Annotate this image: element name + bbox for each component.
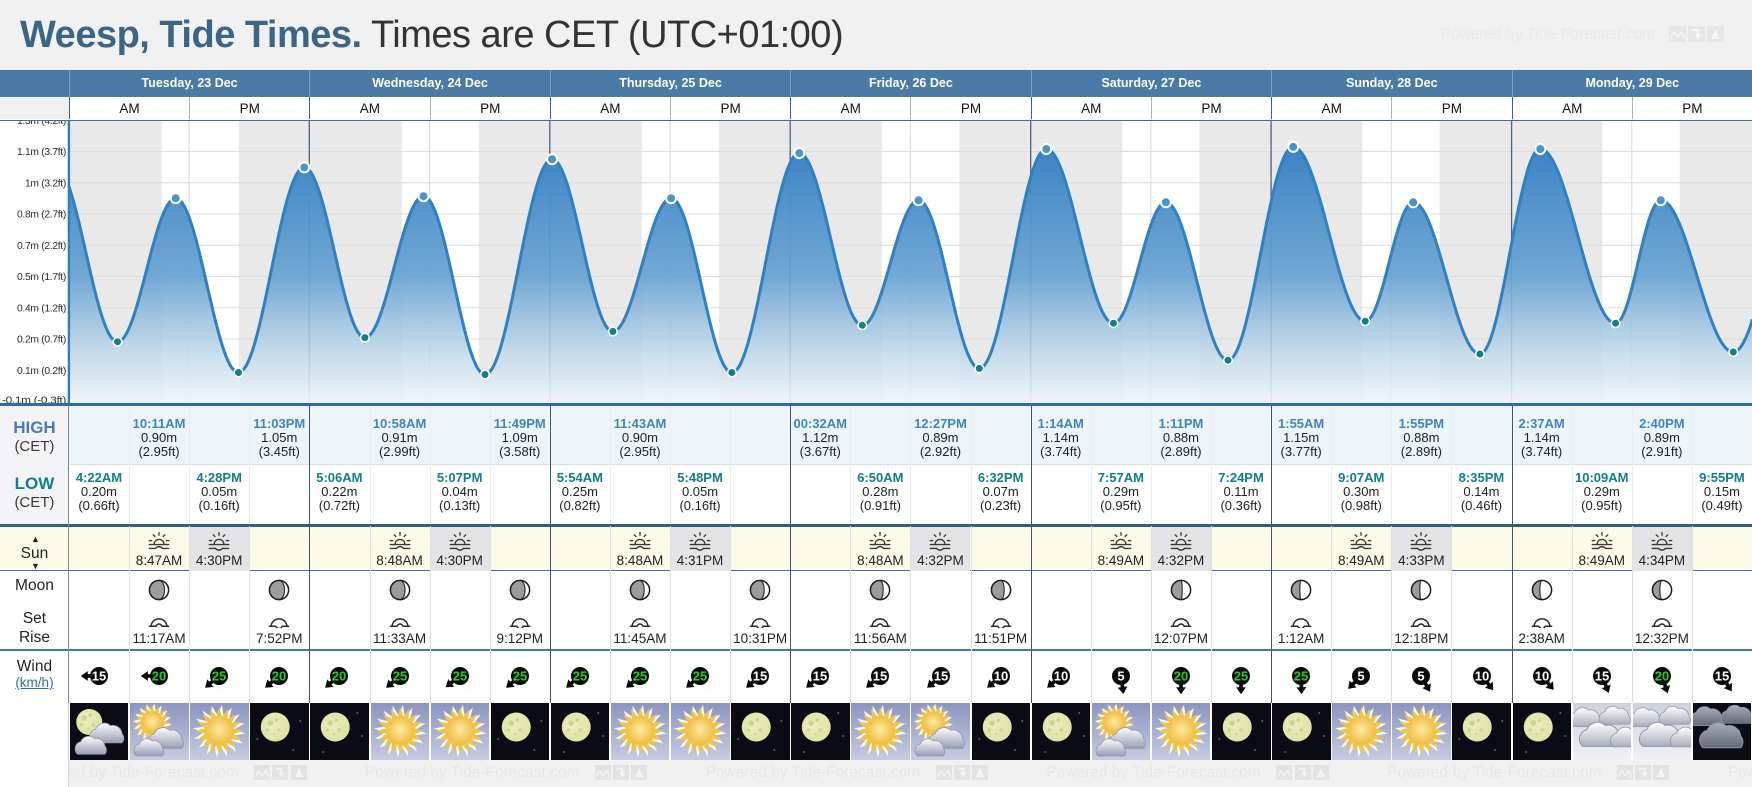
svg-text:25: 25 [633,669,647,684]
svg-text:15: 15 [92,669,106,684]
svg-text:25: 25 [392,669,406,684]
svg-text:25: 25 [1294,669,1308,684]
svg-text:-0.1m (-0.3ft): -0.1m (-0.3ft) [2,395,66,405]
svg-text:1.1m (3.7ft): 1.1m (3.7ft) [17,147,66,158]
svg-text:15: 15 [753,669,767,684]
svg-text:20: 20 [152,669,166,684]
svg-text:0.7m (2.2ft): 0.7m (2.2ft) [17,241,66,252]
svg-text:25: 25 [693,669,707,684]
svg-text:0.2m (0.7ft): 0.2m (0.7ft) [17,334,66,345]
svg-text:25: 25 [512,669,526,684]
svg-text:15: 15 [813,669,827,684]
svg-text:0.1m (0.2ft): 0.1m (0.2ft) [17,365,66,376]
svg-text:1m (3.2ft): 1m (3.2ft) [25,178,66,189]
svg-text:15: 15 [1594,669,1608,684]
svg-text:20: 20 [272,669,286,684]
svg-text:15: 15 [933,669,947,684]
svg-text:20: 20 [1655,669,1669,684]
svg-text:5: 5 [1358,669,1365,684]
svg-text:15: 15 [1715,669,1729,684]
svg-text:10: 10 [1534,669,1548,684]
svg-text:0.5m (1.7ft): 0.5m (1.7ft) [17,272,66,283]
svg-text:10: 10 [1474,669,1488,684]
svg-text:20: 20 [1174,669,1188,684]
svg-text:0.4m (1.2ft): 0.4m (1.2ft) [17,303,66,314]
svg-text:15: 15 [873,669,887,684]
svg-text:20: 20 [332,669,346,684]
svg-text:25: 25 [1234,669,1248,684]
svg-text:0.8m (2.7ft): 0.8m (2.7ft) [17,209,66,220]
svg-text:5: 5 [1418,669,1425,684]
svg-text:10: 10 [993,669,1007,684]
svg-text:25: 25 [573,669,587,684]
svg-text:10: 10 [1053,669,1067,684]
svg-text:25: 25 [212,669,226,684]
svg-text:5: 5 [1117,669,1124,684]
svg-text:25: 25 [452,669,466,684]
svg-text:1.3m (4.2ft): 1.3m (4.2ft) [17,121,66,127]
